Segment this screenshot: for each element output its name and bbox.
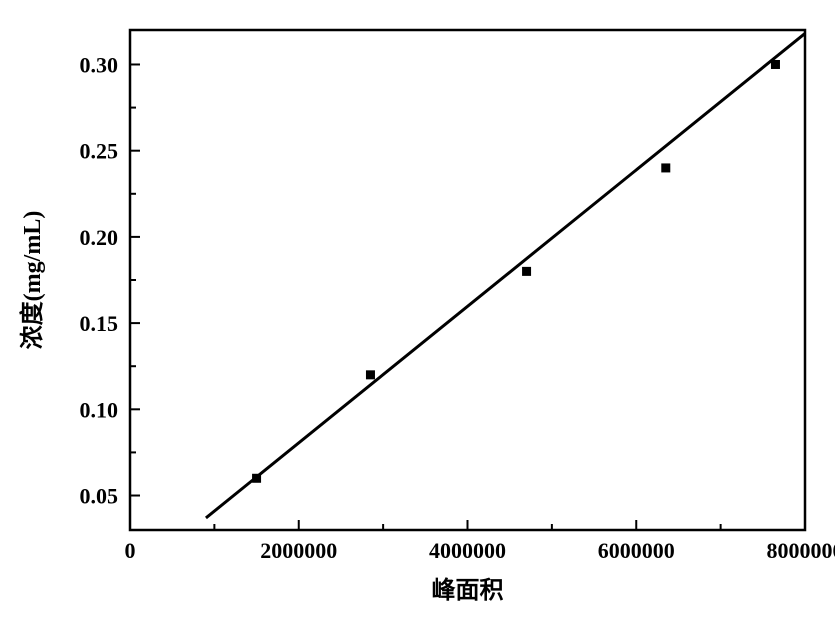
x-tick-label: 6000000 (598, 538, 675, 563)
data-point (661, 163, 670, 172)
y-tick-label: 0.30 (80, 52, 119, 77)
data-point (252, 474, 261, 483)
y-tick-label: 0.05 (80, 484, 119, 509)
chart-svg: 0 2000000 4000000 6000000 8000000 0.05 0.10 0.1… (0, 0, 835, 634)
calibration-chart: 0 2000000 4000000 6000000 8000000 0.05 0.10 0.1… (0, 0, 835, 634)
plot-frame (130, 30, 805, 530)
fit-line (206, 33, 805, 517)
y-tick-label: 0.20 (80, 225, 119, 250)
x-tick-label: 4000000 (429, 538, 506, 563)
data-point (771, 60, 780, 69)
x-tick-label: 8000000 (767, 538, 835, 563)
y-tick-label: 0.10 (80, 397, 119, 422)
y-axis-label: 浓度(mg/mL) (18, 211, 46, 350)
data-point (522, 267, 531, 276)
x-axis-label: 峰面积 (432, 576, 504, 604)
data-point (366, 370, 375, 379)
y-tick-label: 0.25 (80, 139, 119, 164)
x-tick-label: 2000000 (260, 538, 337, 563)
y-tick-label: 0.15 (80, 311, 119, 336)
x-tick-label: 0 (125, 538, 136, 563)
